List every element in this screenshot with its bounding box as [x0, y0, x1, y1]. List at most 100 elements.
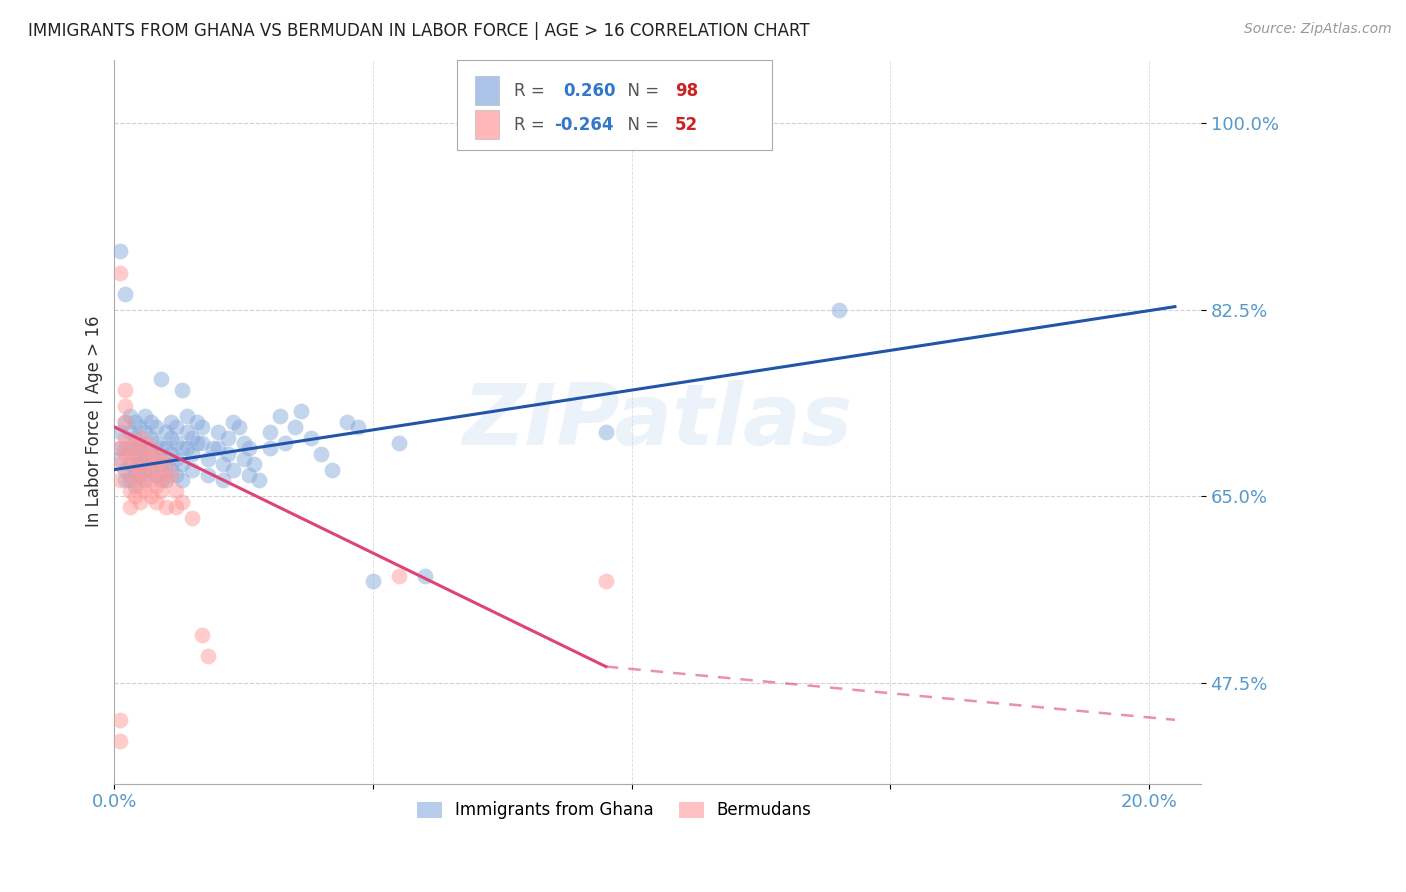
Point [181, 431, 204, 445]
Point [139, 473, 162, 487]
Point [197, 452, 219, 467]
Point [124, 478, 146, 492]
Point [129, 467, 152, 482]
Point [139, 489, 162, 503]
Point [139, 442, 162, 456]
Point [222, 415, 245, 429]
Point [129, 462, 152, 476]
Point [259, 442, 281, 456]
Point [114, 442, 136, 456]
Point [108, 442, 131, 456]
Point [149, 442, 172, 456]
Point [170, 494, 193, 508]
Point [124, 462, 146, 476]
Point [118, 425, 141, 440]
Point [129, 431, 152, 445]
Text: N =: N = [617, 116, 665, 134]
Point [290, 404, 312, 418]
Point [186, 415, 208, 429]
Point [129, 478, 152, 492]
Point [129, 494, 152, 508]
Point [134, 409, 156, 424]
Point [827, 302, 849, 317]
Point [170, 473, 193, 487]
Point [108, 452, 131, 467]
Text: 52: 52 [675, 116, 699, 134]
Y-axis label: In Labor Force | Age > 16: In Labor Force | Age > 16 [86, 316, 103, 527]
Point [170, 442, 193, 456]
Text: R =: R = [515, 82, 555, 100]
Text: 98: 98 [675, 82, 699, 100]
Point [170, 383, 193, 397]
Text: -0.264: -0.264 [554, 116, 614, 134]
Point [160, 431, 183, 445]
Point [139, 457, 162, 471]
Point [299, 431, 322, 445]
Point [134, 452, 156, 467]
Point [181, 447, 204, 461]
Point [155, 425, 177, 440]
Point [176, 442, 198, 456]
Point [160, 462, 183, 476]
Point [186, 436, 208, 450]
Point [217, 431, 239, 445]
Point [160, 415, 183, 429]
Point [114, 415, 136, 429]
Point [155, 473, 177, 487]
Point [346, 420, 368, 434]
Point [170, 457, 193, 471]
Point [139, 462, 162, 476]
Point [145, 420, 167, 434]
Point [197, 648, 219, 663]
Point [134, 467, 156, 482]
Point [197, 467, 219, 482]
Point [160, 467, 183, 482]
Point [166, 420, 188, 434]
Point [124, 442, 146, 456]
Point [114, 431, 136, 445]
Point [207, 425, 229, 440]
Point [124, 431, 146, 445]
Point [274, 436, 297, 450]
Point [160, 447, 183, 461]
Point [247, 473, 270, 487]
Point [114, 462, 136, 476]
Point [155, 457, 177, 471]
Point [145, 452, 167, 467]
Point [238, 467, 260, 482]
Point [155, 473, 177, 487]
Point [243, 457, 266, 471]
Point [124, 457, 146, 471]
Point [118, 473, 141, 487]
Text: R =: R = [515, 116, 550, 134]
Point [232, 436, 254, 450]
Point [129, 442, 152, 456]
Point [118, 457, 141, 471]
Point [108, 457, 131, 471]
Point [139, 431, 162, 445]
FancyBboxPatch shape [475, 111, 499, 139]
Point [114, 473, 136, 487]
Point [269, 409, 291, 424]
Point [191, 420, 214, 434]
Point [134, 425, 156, 440]
Point [149, 457, 172, 471]
Point [336, 415, 359, 429]
Point [134, 457, 156, 471]
Point [166, 452, 188, 467]
Point [108, 473, 131, 487]
Point [149, 473, 172, 487]
Point [118, 483, 141, 498]
Point [108, 713, 131, 727]
Point [207, 442, 229, 456]
Point [124, 489, 146, 503]
Point [155, 442, 177, 456]
Point [232, 452, 254, 467]
Point [108, 425, 131, 440]
Point [238, 442, 260, 456]
Point [108, 734, 131, 748]
Point [149, 467, 172, 482]
Point [217, 447, 239, 461]
Point [149, 372, 172, 386]
Point [595, 425, 617, 440]
